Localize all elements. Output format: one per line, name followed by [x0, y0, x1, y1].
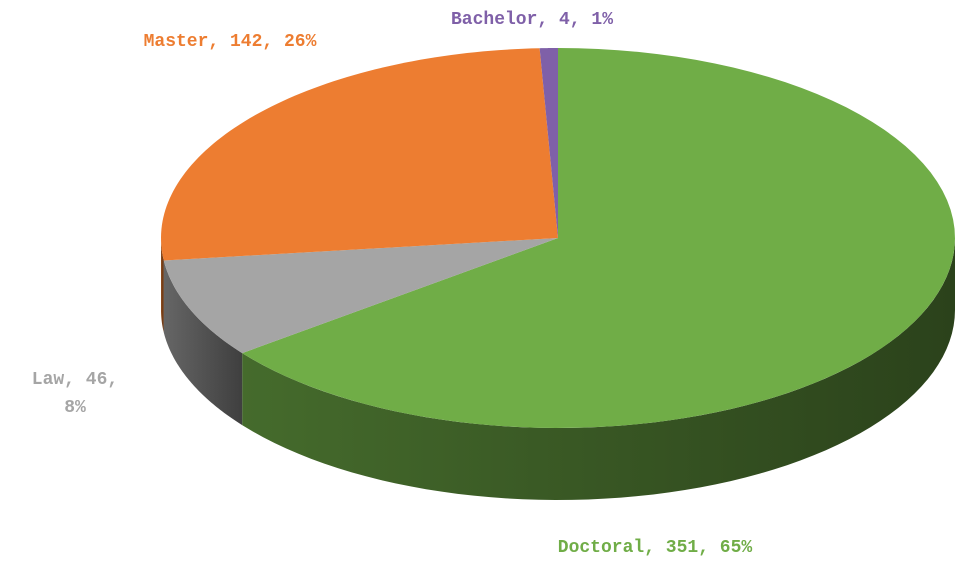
data-label: Law, 46, 8%: [31, 370, 119, 418]
slice-side: [242, 238, 955, 500]
data-label: Master, 142, 26%: [143, 32, 317, 52]
data-label: Bachelor, 4, 1%: [450, 10, 614, 30]
slice-side: [163, 260, 243, 426]
slice-side: [161, 238, 164, 333]
slice: [242, 48, 955, 428]
slice: [163, 238, 558, 354]
slice: [539, 48, 558, 238]
data-label: Doctoral, 351, 65%: [557, 538, 753, 558]
slice: [161, 48, 558, 261]
